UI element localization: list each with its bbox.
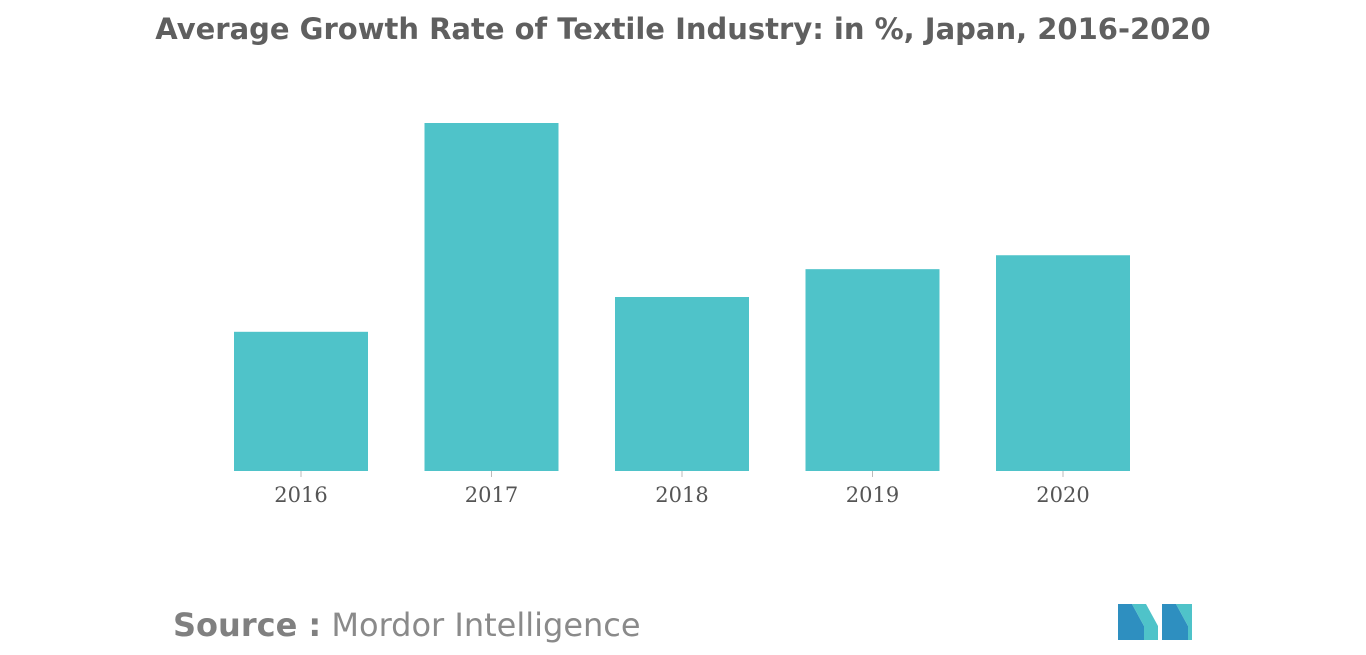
bar-2020: [996, 255, 1130, 471]
logo-shape-2: [1132, 604, 1158, 640]
logo-shape-1: [1118, 604, 1144, 640]
source-prefix: Source :: [173, 606, 322, 644]
x-tick-label-2020: 2020: [1036, 483, 1089, 507]
chart-title: Average Growth Rate of Textile Industry:…: [155, 12, 1211, 46]
x-tick-label-2018: 2018: [655, 483, 708, 507]
x-tick-label-2017: 2017: [465, 483, 518, 507]
x-tick-label-2016: 2016: [274, 483, 327, 507]
source-credit: Source : Mordor Intelligence: [173, 606, 641, 644]
bar-chart: 2016 2017 2018 2019 2020: [234, 123, 1130, 507]
bar-2019: [805, 269, 940, 471]
bar-2018: [615, 297, 749, 471]
source-name: Mordor Intelligence: [331, 606, 641, 644]
x-tick-label-2019: 2019: [846, 483, 899, 507]
bar-2017: [424, 123, 559, 471]
mordor-logo-icon: [1118, 604, 1192, 640]
logo-shape-3: [1162, 604, 1188, 640]
logo-shape-4: [1176, 604, 1192, 640]
bar-2016: [234, 331, 368, 471]
